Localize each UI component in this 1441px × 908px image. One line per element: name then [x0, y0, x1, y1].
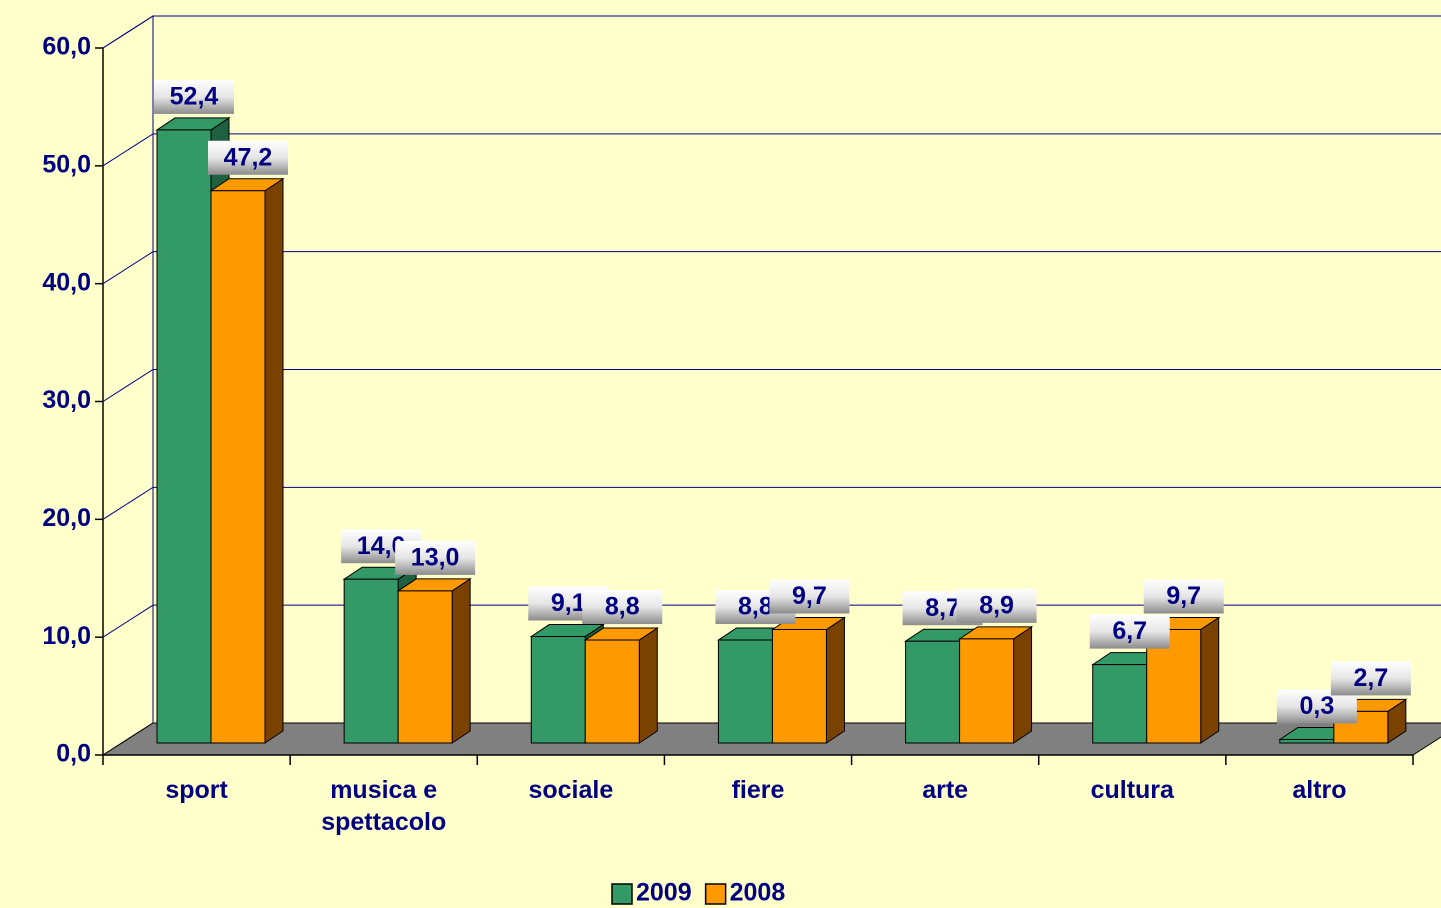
legend-swatch	[611, 883, 633, 905]
bar-front	[210, 190, 266, 744]
value-label: 13,0	[411, 544, 460, 572]
value-label: 8,8	[605, 593, 640, 621]
bar-side	[264, 177, 284, 744]
bar-side	[1013, 625, 1033, 744]
bar-side	[451, 577, 471, 744]
bar-front	[397, 590, 453, 744]
legend-label: 2008	[730, 879, 786, 907]
grid-line	[102, 15, 1441, 49]
bar-front	[343, 578, 399, 744]
bar	[396, 577, 472, 744]
x-tick-label: altro	[1292, 776, 1347, 804]
bar-side	[1200, 616, 1220, 744]
y-tick-label: 50,0	[42, 150, 91, 178]
x-tick-label: sport	[165, 776, 228, 804]
value-label: 0,3	[1299, 692, 1334, 720]
x-tick-label: musica e spettacolo	[321, 776, 447, 836]
bar	[209, 177, 285, 744]
value-label-box	[582, 590, 663, 625]
value-label: 8,8	[738, 593, 773, 621]
y-tick-label: 40,0	[42, 268, 91, 296]
value-label-box	[1330, 661, 1411, 696]
value-label: 47,2	[224, 143, 273, 171]
value-label-box	[956, 588, 1037, 623]
bar-front	[905, 640, 961, 744]
y-tick-label: 30,0	[42, 386, 91, 414]
value-label-box	[1143, 579, 1224, 614]
y-tick-label: 20,0	[42, 504, 91, 532]
x-tick-label: fiere	[731, 776, 785, 804]
y-tick-label: 60,0	[42, 33, 91, 61]
y-tick-label: 0,0	[56, 740, 91, 768]
value-label: 52,4	[170, 83, 219, 111]
value-label: 8,9	[979, 591, 1014, 619]
y-tick-label: 10,0	[42, 622, 91, 650]
legend-swatch	[704, 883, 727, 905]
grid-line	[102, 251, 1441, 285]
value-label-box	[769, 579, 850, 614]
legend-label: 2009	[636, 879, 692, 907]
bar	[770, 616, 847, 744]
value-label: 9,7	[792, 582, 827, 610]
bar-front	[530, 636, 586, 744]
x-tick-label: cultura	[1090, 776, 1174, 804]
bar-side	[825, 616, 845, 744]
grid-line	[102, 133, 1441, 167]
bar-front	[717, 639, 773, 744]
x-tick-label: arte	[922, 776, 969, 804]
bar-front	[1279, 738, 1335, 744]
bar-front	[584, 639, 640, 744]
value-label: 8,7	[925, 594, 960, 622]
bar-front	[771, 629, 827, 744]
value-label-box	[208, 140, 288, 175]
value-label: 9,1	[551, 589, 586, 617]
bar	[583, 627, 659, 744]
value-label: 2,7	[1353, 664, 1388, 692]
value-label: 9,7	[1166, 582, 1201, 610]
value-label-box	[154, 79, 234, 114]
value-label-box	[395, 540, 476, 575]
x-tick-label: sociale	[528, 776, 614, 804]
bar-front	[959, 638, 1015, 744]
bar-front	[1092, 664, 1148, 744]
bar-side	[638, 627, 658, 744]
bar	[957, 625, 1034, 744]
grid-line	[102, 369, 1441, 402]
grid-line	[102, 486, 1441, 520]
value-label: 6,7	[1112, 617, 1147, 645]
value-label-box	[1089, 614, 1170, 649]
bar-front	[156, 129, 212, 744]
